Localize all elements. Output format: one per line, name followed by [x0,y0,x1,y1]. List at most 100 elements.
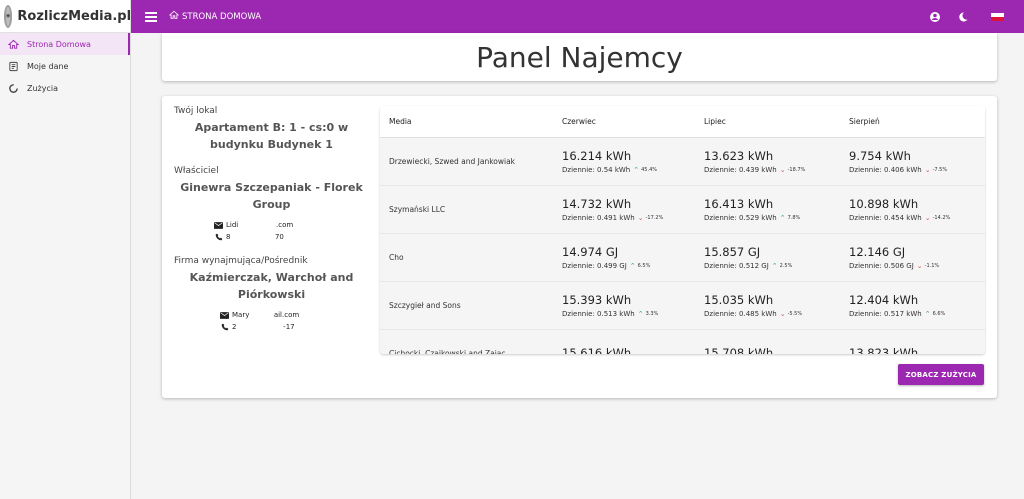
daily-usage: Dziennie: 0.512 GJ ⌃ 2.5% [704,262,840,270]
daily-usage-text: Dziennie: 0.406 kWh [849,165,922,174]
usage-table[interactable]: Media Czerwiec Lipiec Sierpień Drzewieck… [380,106,985,354]
arrow-down-icon: ⌄ [924,213,931,222]
title-card: Panel Najemcy [162,33,997,81]
unit-value: Apartament B: 1 - cs:0 w budynku Budynek… [194,121,349,151]
usage-cell: 15.708 kWh [695,329,840,354]
trend-percent: -17.2% [645,214,664,221]
usage-value: 14.732 kWh [562,196,632,211]
arrow-down-icon: ⌄ [637,213,644,222]
document-icon [8,61,19,72]
trend-indicator: ⌄ -1.1% [917,262,939,270]
col-header-june[interactable]: Czerwiec [553,106,695,138]
table-row: Drzewiecki, Szwed and Jankowiak 16.214 kW… [380,137,985,186]
trend-percent: -1.1% [924,262,940,269]
usage-cell: 14.732 kWh Dziennie: 0.491 kWh ⌄ -17.2% [553,185,695,234]
tenant-info: Twój lokal Apartament B: 1 - cs:0 w budy… [174,106,369,333]
mail-icon [214,221,223,229]
usage-value: 15.708 kWh [704,345,774,355]
arrow-up-icon: ⌃ [633,165,640,174]
usage-cell: 16.413 kWh Dziennie: 0.529 kWh ⌃ 7.8% [695,185,840,234]
arrow-down-icon: ⌄ [924,165,931,174]
media-name-cell: Szymański LLC [380,185,553,234]
daily-usage: Dziennie: 0.491 kWh ⌄ -17.2% [562,214,695,222]
sidebar: ◉ RozliczMedia.pl Strona Domowa Moje dan… [0,0,131,499]
usage-value: 15.393 kWh [562,292,632,307]
daily-usage: Dziennie: 0.499 GJ ⌃ 6.5% [562,262,695,270]
daily-usage-text: Dziennie: 0.454 kWh [849,213,922,222]
agency-phone[interactable]: 2 -17 [220,321,369,333]
usage-cell: 13.623 kWh Dziennie: 0.439 kWh ⌄ -18.7% [695,137,840,186]
home-icon [8,39,19,50]
daily-usage: Dziennie: 0.54 kWh ⌃ 45.4% [562,166,695,174]
usage-cell: 16.214 kWh Dziennie: 0.54 kWh ⌃ 45.4% [553,137,695,186]
owner-phone[interactable]: 8 70 [214,231,369,243]
trend-percent: -5.5% [787,310,803,317]
sidebar-item-my-data[interactable]: Moje dane [0,55,130,77]
trend-percent: 6.6% [932,310,946,317]
daily-usage-text: Dziennie: 0.529 kWh [704,213,777,222]
usage-value: 12.146 GJ [849,244,906,259]
table-row: Cichocki, Czajkowski and Zając 15.616 kWh… [380,329,985,354]
daily-usage: Dziennie: 0.439 kWh ⌄ -18.7% [704,166,840,174]
brand-name: RozliczMedia.pl [17,8,132,24]
owner-name: Ginewra Szczepaniak - Florek Group [180,181,363,211]
usage-value: 15.035 kWh [704,292,774,307]
usage-value: 15.616 kWh [562,345,632,355]
daily-usage: Dziennie: 0.454 kWh ⌄ -14.2% [849,214,985,222]
col-header-july[interactable]: Lipiec [695,106,840,138]
usage-cell: 13.823 kWh [840,329,985,354]
usage-value: 13.823 kWh [849,345,919,355]
menu-icon[interactable] [145,11,157,22]
agency-phone-text: 2 -17 [232,323,295,331]
sidebar-item-usage[interactable]: Zużycia [0,77,130,99]
trend-indicator: ⌄ -18.7% [780,166,806,174]
daily-usage: Dziennie: 0.529 kWh ⌃ 7.8% [704,214,840,222]
trend-indicator: ⌃ 6.6% [925,310,946,318]
breadcrumb[interactable]: STRONA DOMOWA [168,10,262,23]
trend-indicator: ⌃ 2.5% [772,262,793,270]
daily-usage-text: Dziennie: 0.517 kWh [849,309,922,318]
trend-percent: 6.5% [637,262,651,269]
arrow-down-icon: ⌄ [916,261,923,270]
daily-usage-text: Dziennie: 0.512 GJ [704,261,769,270]
theme-toggle-icon[interactable] [957,11,969,23]
arrow-down-icon: ⌄ [779,165,786,174]
daily-usage-text: Dziennie: 0.506 GJ [849,261,914,270]
usage-value: 12.404 kWh [849,292,919,307]
usage-cell: 15.616 kWh [553,329,695,354]
usage-value: 15.857 GJ [704,244,761,259]
usage-value: 14.974 GJ [562,244,619,259]
language-flag-icon[interactable] [991,12,1004,21]
phone-icon [214,233,223,241]
agency-name: Kaźmierczak, Warchoł and Piórkowski [189,271,354,301]
unit-label: Twój lokal [174,106,218,116]
see-usage-button[interactable]: ZOBACZ ZUŻYCIA [898,364,984,385]
arrow-down-icon: ⌄ [779,309,786,318]
sidebar-item-home[interactable]: Strona Domowa [0,33,130,55]
usage-cell: 14.974 GJ Dziennie: 0.499 GJ ⌃ 6.5% [553,233,695,282]
col-header-media[interactable]: Media [380,106,553,138]
daily-usage: Dziennie: 0.406 kWh ⌄ -7.5% [849,166,985,174]
daily-usage-text: Dziennie: 0.491 kWh [562,213,635,222]
account-icon[interactable] [929,11,941,23]
home-icon [168,10,180,23]
sidebar-item-label: Strona Domowa [27,39,91,49]
owner-email-text: Lidi .com [226,221,294,229]
trend-percent: 45.4% [641,166,658,173]
trend-percent: 3.3% [645,310,659,317]
usage-cell: 15.035 kWh Dziennie: 0.485 kWh ⌄ -5.5% [695,281,840,330]
owner-email[interactable]: Lidi .com [214,219,369,231]
arrow-up-icon: ⌃ [771,261,778,270]
agency-email[interactable]: Mary ail.com [220,309,369,321]
table-row: Szczygieł and Sons 15.393 kWh Dziennie: 0.… [380,281,985,330]
brand[interactable]: ◉ RozliczMedia.pl [0,0,132,33]
trend-percent: -7.5% [932,166,948,173]
owner-phone-text: 8 70 [226,233,284,241]
trend-indicator: ⌄ -5.5% [780,310,802,318]
trend-percent: -18.7% [787,166,806,173]
logo-icon: ◉ [4,4,13,28]
top-app-bar: STRONA DOMOWA [131,0,1024,33]
breadcrumb-label: STRONA DOMOWA [182,11,262,22]
trend-indicator: ⌄ -7.5% [925,166,947,174]
col-header-august[interactable]: Sierpień [840,106,985,138]
